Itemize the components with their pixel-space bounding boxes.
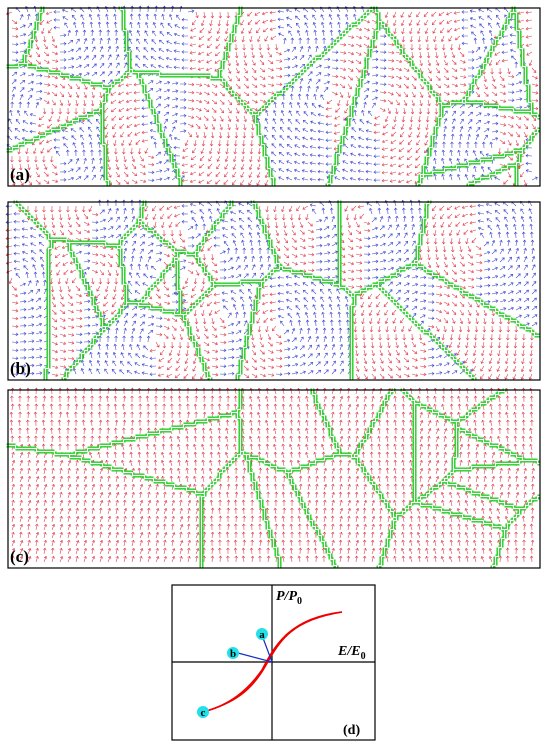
blue-arrows (6, 5, 538, 183)
panel-label: (d) (343, 723, 360, 738)
label-sub: 0 (297, 596, 302, 607)
panel: (a) (6, 5, 541, 187)
point-c (197, 706, 209, 718)
panel-label: (c) (10, 547, 29, 566)
x-axis-label: E/E0 (337, 644, 366, 662)
panel: (b) (5, 199, 541, 381)
panel-frame (7, 201, 541, 381)
point-label: a (259, 629, 265, 641)
label-main: E/E (337, 644, 361, 659)
panel-frame (7, 7, 541, 187)
panel-frame (7, 389, 541, 569)
vector-panels: (a) (b) (c) (5, 5, 541, 569)
label-sub: 0 (361, 651, 366, 662)
panel: (c) (6, 387, 541, 569)
blue-arrows (5, 199, 538, 377)
point-a (256, 628, 268, 640)
label-main: P/P (276, 589, 297, 604)
point-label: c (201, 707, 206, 719)
vector-b (237, 652, 273, 663)
vector-a (262, 637, 273, 663)
y-axis-label: P/P0 (276, 589, 302, 607)
point-b (227, 647, 239, 659)
red-arrows (9, 387, 536, 563)
curve-down (202, 611, 343, 713)
grain-boundary-core (14, 200, 541, 381)
panel-label: (b) (10, 359, 31, 378)
point-label: b (230, 648, 236, 660)
red-arrows (6, 10, 539, 186)
hysteresis-plot: a b c P/P0 E/E0 (d) (171, 584, 376, 741)
panel-label: (a) (10, 165, 30, 184)
